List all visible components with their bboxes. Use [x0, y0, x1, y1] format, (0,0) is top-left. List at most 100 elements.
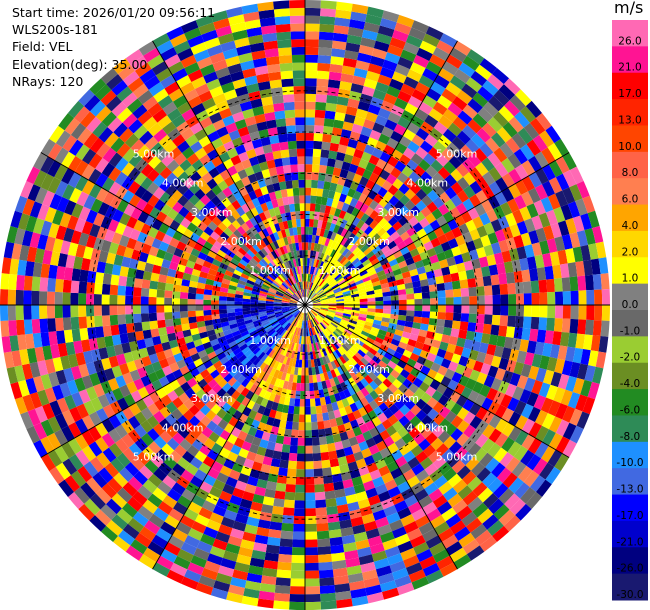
velocity-gate: [309, 291, 315, 299]
velocity-gate: [375, 296, 384, 302]
velocity-gate: [373, 386, 384, 397]
velocity-gate: [356, 282, 365, 289]
velocity-gate: [316, 315, 323, 322]
velocity-gate: [110, 274, 120, 286]
velocity-gate: [39, 291, 48, 305]
velocity-gate: [140, 287, 150, 297]
velocity-gate: [46, 291, 56, 305]
velocity-gate: [310, 293, 317, 300]
velocity-gate: [309, 319, 314, 328]
velocity-gate: [334, 17, 351, 27]
velocity-gate: [528, 187, 541, 204]
velocity-gate: [164, 318, 174, 328]
velocity-gate: [310, 310, 316, 318]
velocity-gate: [327, 353, 334, 363]
velocity-gate: [343, 446, 354, 457]
velocity-gate: [305, 461, 314, 470]
velocity-gate: [432, 101, 448, 116]
velocity-gate: [371, 147, 384, 159]
velocity-gate: [499, 283, 509, 295]
velocity-gate: [361, 413, 372, 424]
velocity-gate: [436, 348, 447, 359]
velocity-gate: [383, 249, 394, 259]
velocity-gate: [320, 308, 329, 312]
velocity-gate: [305, 593, 321, 603]
velocity-gate: [367, 104, 381, 116]
velocity-gate: [320, 0, 337, 10]
velocity-gate: [341, 317, 350, 322]
velocity-gate: [317, 538, 331, 548]
velocity-gate: [376, 227, 387, 237]
velocity-rays: [0, 0, 610, 610]
velocity-gate: [327, 312, 335, 317]
velocity-gate: [406, 528, 423, 541]
velocity-gate: [318, 553, 332, 563]
velocity-gate: [557, 373, 570, 390]
velocity-gate: [452, 288, 462, 298]
velocity-gate: [403, 450, 416, 463]
velocity-gate: [465, 77, 483, 93]
velocity-gate: [521, 269, 531, 283]
velocity-gate: [412, 254, 422, 263]
velocity-gate: [403, 147, 416, 160]
velocity-gate: [441, 88, 457, 103]
velocity-gate: [371, 367, 381, 377]
velocity-gate: [511, 338, 522, 351]
velocity-gate: [242, 305, 251, 309]
velocity-gate: [283, 101, 295, 111]
velocity-gate: [289, 0, 305, 9]
velocity-gate: [386, 373, 397, 384]
velocity-gate: [555, 190, 568, 207]
velocity-gate: [339, 268, 348, 276]
velocity-gate: [465, 269, 476, 280]
velocity-gate: [273, 600, 290, 610]
velocity-gate: [460, 386, 473, 399]
velocity-gate: [427, 408, 439, 421]
velocity-gate: [476, 467, 491, 482]
velocity-gate: [567, 332, 578, 348]
velocity-gate: [467, 476, 482, 491]
elevation-text: Elevation(deg): 35.00: [12, 56, 148, 72]
velocity-gate: [422, 33, 440, 48]
velocity-gate: [305, 367, 309, 376]
velocity-gate: [333, 287, 341, 293]
velocity-gate: [312, 452, 322, 462]
velocity-gate: [443, 435, 457, 449]
velocity-gate: [473, 267, 483, 279]
velocity-gate: [322, 263, 329, 271]
velocity-gate: [414, 260, 425, 269]
velocity-gate: [279, 459, 289, 469]
velocity-gate: [348, 321, 357, 328]
velocity-gate: [289, 156, 298, 165]
velocity-gate: [521, 160, 536, 176]
velocity-gate: [550, 371, 562, 388]
velocity-gate: [134, 269, 145, 280]
velocity-gate: [351, 257, 360, 266]
velocity-gate: [418, 75, 435, 89]
velocity-gate: [386, 327, 396, 335]
velocity-gate: [310, 195, 317, 204]
velocity-gate: [354, 238, 363, 247]
velocity-gate: [535, 367, 547, 383]
velocity-gate: [335, 416, 344, 426]
velocity-gate: [351, 235, 360, 245]
velocity-gate: [514, 194, 527, 210]
velocity-gate: [422, 562, 440, 577]
velocity-gate: [505, 212, 517, 227]
velocity-gate: [383, 191, 394, 202]
velocity-gate: [333, 409, 342, 419]
velocity-gate: [368, 400, 379, 411]
velocity-gate: [437, 166, 451, 180]
velocity-gate: [269, 465, 280, 476]
velocity-gate: [318, 561, 333, 571]
velocity-gate: [314, 276, 320, 284]
velocity-gate: [164, 305, 173, 313]
velocity-gate: [290, 164, 299, 173]
velocity-gate: [491, 132, 506, 148]
velocity-gate: [310, 187, 318, 196]
velocity-gate: [437, 67, 455, 82]
velocity-gate: [371, 245, 382, 255]
velocity-gate: [494, 162, 509, 178]
velocity-gate: [388, 206, 400, 217]
velocity-gate: [316, 277, 323, 286]
